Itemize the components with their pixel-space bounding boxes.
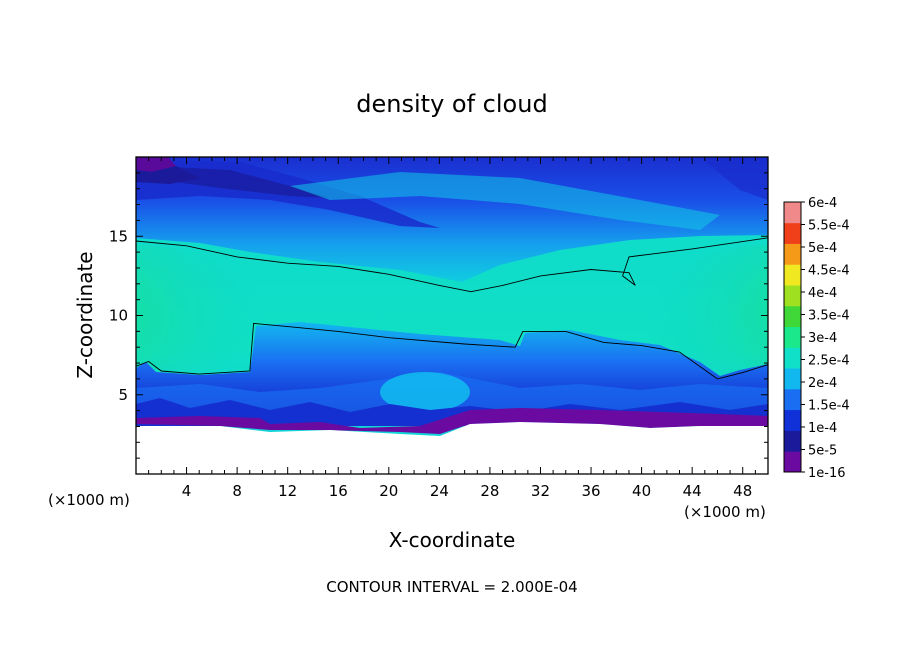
colorbar-swatch (784, 347, 801, 369)
colorbar-label: 5.5e-4 (808, 219, 850, 234)
colorbar-swatch (784, 243, 801, 265)
colorbar-label: 1e-4 (808, 421, 837, 436)
colorbar-swatch (784, 326, 801, 348)
colorbar-swatch (784, 285, 801, 307)
colorbar-label: 5e-4 (808, 241, 837, 256)
colorbar-swatch (784, 305, 801, 328)
x-axis-label: X-coordinate (389, 528, 516, 552)
colorbar-swatch (784, 368, 801, 390)
colorbar-label: 2e-4 (808, 376, 837, 391)
colorbar-swatch (784, 264, 801, 286)
y-tick-label: 15 (109, 227, 128, 245)
colorbar-swatch (784, 451, 801, 473)
x-tick-label: 24 (430, 482, 449, 500)
right-high-density-core (648, 245, 768, 385)
colorbar-swatch (784, 388, 801, 411)
x-tick-label: 20 (379, 482, 398, 500)
chart-title: density of cloud (356, 90, 547, 118)
colorbar-label: 1e-16 (808, 466, 846, 481)
contour-lines (136, 237, 768, 380)
y-tick-label: 10 (109, 307, 128, 325)
upper-darkest-streak (150, 166, 330, 198)
colorbar: 1e-16 5e-5 1e-4 1.5e-4 2e-4 2.5e-4 3e-4 3.5e-4 4… (783, 196, 850, 481)
x-tick-label: 8 (232, 482, 242, 500)
below-cloud-clear-region (136, 422, 768, 474)
x-tick-label: 12 (278, 482, 297, 500)
x-unit-left: (×1000 m) (48, 491, 130, 509)
colorbar-swatch (784, 202, 801, 224)
x-tick-label: 16 (329, 482, 348, 500)
colorbar-swatch (784, 409, 801, 431)
upper-cyan-tongue (290, 172, 720, 230)
colorbar-label: 4e-4 (808, 286, 837, 301)
colorbar-label: 4.5e-4 (808, 264, 850, 279)
left-high-density-core (136, 245, 266, 385)
x-tick-label: 44 (683, 482, 702, 500)
colorbar-label: 1.5e-4 (808, 399, 850, 414)
x-tick-label: 36 (581, 482, 600, 500)
y-axis-label: Z-coordinate (73, 251, 97, 378)
x-tick-label: 28 (480, 482, 499, 500)
colorbar-label: 6e-4 (808, 196, 837, 211)
top-right-dark-corner (700, 157, 768, 200)
x-tick-label: 40 (632, 482, 651, 500)
colorbar-label: 5e-5 (808, 444, 837, 459)
x-tick-label: 32 (531, 482, 550, 500)
colorbar-swatch (784, 430, 801, 452)
x-tick-label: 48 (733, 482, 752, 500)
x-unit-right: (×1000 m) (684, 503, 766, 521)
contour-interval-note: CONTOUR INTERVAL = 2.000E-04 (326, 578, 577, 596)
top-left-dark-fringe (136, 166, 200, 184)
colorbar-swatch (784, 222, 801, 244)
cloud-base-edge (136, 408, 768, 434)
convective-cell (380, 372, 470, 412)
colorbar-label: 3e-4 (808, 331, 837, 346)
top-left-dark-corner (136, 157, 176, 172)
contour-line-2 (136, 322, 768, 380)
colorbar-label: 2.5e-4 (808, 354, 850, 369)
contour-line-1 (136, 237, 768, 293)
x-tick-label: 4 (182, 482, 192, 500)
y-tick-label: 5 (118, 386, 128, 404)
colorbar-label: 3.5e-4 (808, 309, 850, 324)
density-field (136, 157, 768, 474)
